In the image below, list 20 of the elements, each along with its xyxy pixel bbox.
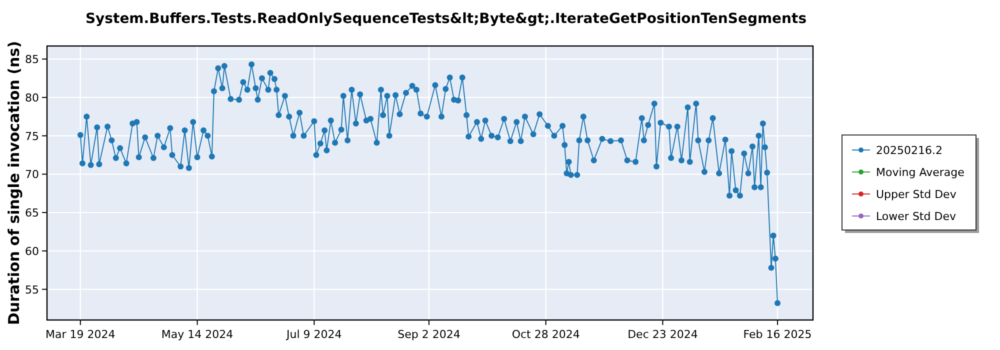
chart-title: System.Buffers.Tests.ReadOnlySequenceTests&lt;Byte&gt;.IterateGetPositionTenSegments bbox=[85, 11, 807, 27]
y-tick-label: 75 bbox=[25, 130, 39, 143]
y-tick-label: 65 bbox=[25, 206, 39, 220]
x-tick-label: May 14 2024 bbox=[161, 328, 234, 341]
y-tick-label: 55 bbox=[25, 283, 39, 296]
x-tick-label: Dec 23 2024 bbox=[628, 328, 698, 341]
legend-label: Lower Std Dev bbox=[876, 210, 956, 223]
legend-label: Upper Std Dev bbox=[876, 188, 957, 201]
x-tick-label: Feb 16 2025 bbox=[743, 328, 812, 341]
x-tick-label: Mar 19 2024 bbox=[46, 328, 116, 341]
x-tick-label: Oct 28 2024 bbox=[512, 328, 580, 341]
y-axis-title: Duration of single invocation (ns) bbox=[5, 41, 23, 325]
y-tick-label: 80 bbox=[25, 91, 39, 104]
y-tick-label: 60 bbox=[25, 244, 39, 258]
y-tick-label: 70 bbox=[25, 168, 39, 182]
legend-label: Moving Average bbox=[876, 166, 965, 179]
legend-label: 20250216.2 bbox=[876, 144, 942, 157]
x-tick-label: Sep 2 2024 bbox=[398, 328, 460, 341]
x-tick-label: Jul 9 2024 bbox=[286, 328, 342, 341]
y-tick-label: 85 bbox=[25, 53, 39, 66]
